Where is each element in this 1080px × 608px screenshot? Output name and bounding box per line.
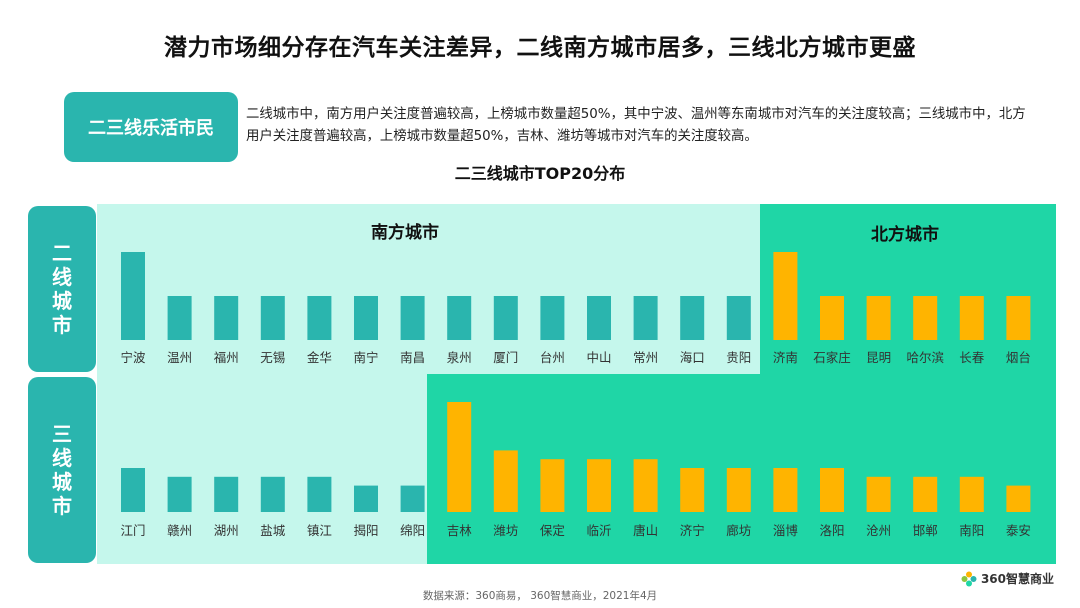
row-label-tier3: 三线城市 [28, 377, 96, 563]
row-label-tier2-text: 二线城市 [52, 241, 72, 337]
bar-3-south-5 [354, 485, 378, 512]
tick-label-3-south-3: 盐城 [260, 523, 286, 538]
tick-label-2-north-0: 济南 [773, 350, 798, 365]
data-source: 数据来源：360商易， 360智慧商业，2021年4月 [422, 590, 658, 602]
bar-3-south-1 [167, 476, 192, 512]
segment-tag: 二三线乐活市民 [64, 92, 238, 162]
bar-2-south-10 [587, 296, 611, 340]
bg-north-tier2 [760, 204, 1056, 374]
bar-3-north-6 [726, 468, 751, 512]
tick-label-2-south-1: 温州 [167, 350, 192, 365]
bar-3-north-4 [633, 459, 658, 512]
tick-label-2-north-3: 哈尔滨 [906, 350, 944, 365]
bar-3-north-9 [866, 476, 891, 512]
brand-name: 360智慧商业 [980, 572, 1054, 586]
tick-label-3-south-5: 揭阳 [353, 523, 378, 538]
tick-label-3-south-1: 赣州 [167, 523, 192, 538]
bar-2-south-4 [307, 296, 332, 340]
chart-subtitle: 二三线城市TOP20分布 [454, 164, 626, 183]
tick-label-2-south-0: 宁波 [120, 350, 146, 365]
tick-label-3-north-1: 潍坊 [493, 523, 518, 538]
tick-label-2-south-6: 南昌 [400, 350, 425, 365]
bar-2-north-0 [773, 252, 798, 340]
bar-2-south-9 [540, 296, 565, 340]
tick-label-3-north-6: 廊坊 [726, 523, 751, 538]
bar-2-south-6 [400, 296, 425, 340]
bar-3-north-0 [447, 402, 472, 512]
tick-label-3-north-12: 泰安 [1006, 523, 1031, 538]
flower-logo-icon [961, 571, 977, 586]
region-title-south: 南方城市 [371, 223, 439, 243]
bar-2-south-5 [354, 296, 378, 340]
bar-3-south-3 [260, 476, 285, 512]
bar-2-north-1 [820, 296, 844, 340]
tick-label-2-south-7: 泉州 [447, 350, 472, 365]
bar-2-south-3 [260, 296, 285, 340]
bar-2-south-0 [121, 252, 145, 340]
tick-label-2-south-12: 海口 [680, 350, 705, 365]
bar-3-south-2 [214, 476, 239, 512]
tick-label-3-south-6: 绵阳 [400, 523, 425, 538]
tick-label-2-north-2: 昆明 [866, 350, 891, 365]
bar-3-north-3 [587, 459, 611, 512]
tick-label-3-north-2: 保定 [540, 523, 565, 538]
tick-label-2-north-5: 烟台 [1006, 350, 1031, 365]
tick-label-3-north-0: 吉林 [447, 523, 473, 538]
tick-label-2-south-9: 台州 [540, 350, 565, 365]
bar-2-south-2 [214, 296, 239, 340]
tick-label-3-north-10: 邯郸 [913, 523, 938, 538]
tick-label-2-south-10: 中山 [586, 350, 611, 365]
tick-label-3-south-4: 镇江 [307, 523, 332, 538]
bar-2-south-8 [493, 296, 518, 340]
bar-3-north-11 [959, 476, 984, 512]
tick-label-3-north-5: 济宁 [680, 523, 705, 538]
bar-2-south-11 [633, 296, 658, 340]
bar-3-south-6 [400, 485, 425, 512]
bg-south-tier3 [97, 374, 427, 564]
bar-3-north-2 [540, 459, 565, 512]
bar-3-north-1 [493, 450, 518, 512]
tick-label-3-north-7: 淄博 [773, 523, 799, 538]
row-label-tier3-text: 三线城市 [52, 422, 72, 518]
bar-3-north-5 [680, 468, 705, 512]
bar-3-south-4 [307, 476, 332, 512]
tick-label-2-south-13: 贵阳 [726, 350, 751, 365]
bar-2-south-13 [726, 296, 751, 340]
bg-south-tier2 [97, 204, 760, 374]
row-label-tier2: 二线城市 [28, 206, 96, 372]
page-title: 潜力市场细分存在汽车关注差异，二线南方城市居多，三线北方城市更盛 [164, 35, 916, 61]
bar-3-north-7 [773, 468, 798, 512]
bar-2-north-2 [866, 296, 891, 340]
region-title-north: 北方城市 [871, 225, 939, 245]
bar-3-south-0 [121, 468, 145, 512]
bar-2-south-1 [167, 296, 192, 340]
tick-label-3-south-0: 江门 [120, 523, 145, 538]
description-text: 二线城市中，南方用户关注度普遍较高，上榜城市数量超50%，其中宁波、温州等东南城… [246, 107, 1026, 144]
tick-label-3-north-4: 唐山 [633, 523, 658, 538]
tick-label-3-north-8: 洛阳 [819, 523, 844, 538]
bar-3-north-8 [820, 468, 844, 512]
tick-label-3-north-11: 南阳 [959, 523, 984, 538]
bar-3-north-12 [1006, 485, 1031, 512]
tick-label-3-south-2: 湖州 [214, 523, 239, 538]
tick-label-2-south-11: 常州 [633, 350, 658, 365]
bar-2-north-4 [959, 296, 984, 340]
tick-label-2-south-3: 无锡 [260, 350, 285, 365]
bar-2-north-3 [913, 296, 938, 340]
tick-label-2-south-2: 福州 [214, 350, 239, 365]
bar-2-north-5 [1006, 296, 1031, 340]
brand-logo: 360智慧商业 [961, 570, 1054, 587]
tick-label-2-north-4: 长春 [959, 350, 985, 365]
tick-label-2-south-5: 南宁 [353, 350, 378, 365]
bar-2-south-12 [680, 296, 705, 340]
bar-2-south-7 [447, 296, 472, 340]
bar-3-north-10 [913, 476, 938, 512]
tick-label-2-north-1: 石家庄 [813, 350, 851, 365]
tick-label-2-south-8: 厦门 [493, 350, 518, 365]
tick-label-3-north-9: 沧州 [866, 523, 891, 538]
tick-label-3-north-3: 临沂 [586, 523, 611, 538]
tick-label-2-south-4: 金华 [307, 350, 332, 365]
